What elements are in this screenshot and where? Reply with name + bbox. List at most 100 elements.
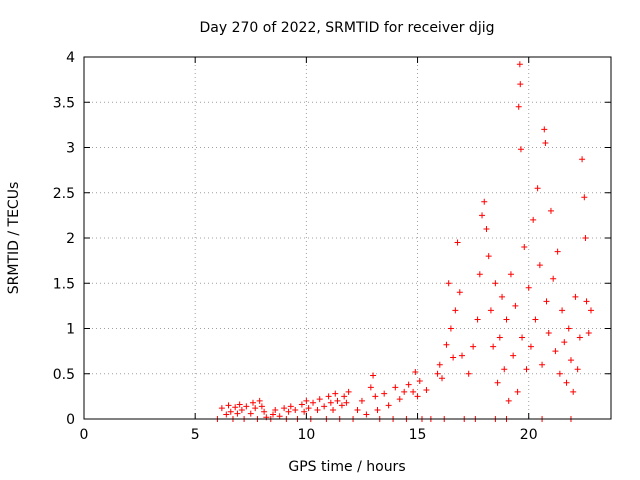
data-point — [252, 405, 259, 412]
data-point — [582, 235, 589, 241]
data-point — [583, 298, 590, 305]
data-point — [447, 325, 454, 332]
data-point — [547, 207, 554, 214]
y-tick-label: 0.5 — [53, 367, 75, 383]
data-point — [423, 387, 430, 394]
data-point — [517, 146, 524, 153]
data-point — [234, 410, 241, 417]
data-point — [249, 399, 256, 406]
data-point — [392, 384, 399, 391]
data-point — [515, 103, 522, 110]
x-tick-label: 20 — [520, 427, 538, 443]
data-point — [236, 401, 243, 408]
data-point — [514, 388, 521, 395]
data-point — [476, 271, 483, 278]
data-point — [479, 212, 486, 219]
data-point — [256, 397, 263, 404]
data-point — [501, 366, 508, 373]
data-point — [358, 397, 365, 404]
data-point — [385, 402, 392, 409]
data-point — [316, 396, 323, 403]
data-point — [452, 307, 459, 314]
data-points — [214, 61, 594, 422]
data-point — [341, 393, 348, 400]
data-point — [576, 334, 583, 341]
x-tick-label: 10 — [297, 427, 315, 443]
data-point — [563, 379, 570, 386]
y-tick-label: 0 — [66, 412, 75, 428]
data-point — [243, 403, 250, 410]
data-point — [527, 343, 534, 350]
data-point — [414, 393, 421, 400]
data-point — [303, 397, 310, 404]
data-point — [238, 406, 245, 413]
data-point — [470, 343, 477, 350]
y-axis-label: SRMTID / TECUs — [6, 182, 22, 295]
data-point — [574, 366, 581, 373]
data-point — [550, 275, 557, 282]
data-point — [465, 370, 472, 377]
data-point — [561, 339, 568, 346]
data-point — [332, 390, 339, 397]
data-point — [581, 194, 588, 201]
data-point — [450, 354, 457, 361]
x-axis-label: GPS time / hours — [288, 459, 405, 475]
data-point — [343, 399, 350, 406]
data-point — [565, 325, 572, 332]
data-point — [401, 388, 408, 395]
data-point — [559, 307, 566, 314]
data-point — [338, 402, 345, 409]
data-point — [517, 81, 524, 88]
data-point — [345, 388, 352, 395]
data-point — [334, 397, 341, 404]
data-point — [507, 271, 514, 278]
data-point — [258, 403, 265, 410]
data-point — [327, 399, 334, 406]
data-point — [281, 405, 288, 412]
plot-frame — [83, 56, 612, 420]
chart-title: Day 270 of 2022, SRMTID for receiver dji… — [200, 20, 495, 36]
x-tick-label: 5 — [191, 427, 200, 443]
data-point — [554, 248, 561, 255]
data-point — [545, 330, 552, 337]
data-point — [301, 408, 308, 415]
data-point — [325, 393, 332, 400]
data-point — [287, 403, 294, 410]
y-tick-label: 3 — [66, 141, 75, 157]
x-tick-label: 15 — [409, 427, 427, 443]
data-point — [519, 334, 526, 341]
data-point — [434, 370, 441, 377]
data-point — [436, 361, 443, 368]
data-point — [525, 284, 532, 291]
data-point — [579, 156, 586, 163]
data-point — [490, 343, 497, 350]
y-tick-label: 2 — [66, 231, 75, 247]
data-point — [272, 406, 279, 413]
data-point — [405, 381, 412, 388]
data-point — [445, 280, 452, 287]
data-point — [227, 408, 234, 415]
data-point — [543, 298, 550, 305]
data-point — [443, 341, 450, 348]
data-point — [510, 352, 517, 359]
data-point — [530, 216, 537, 223]
data-point — [570, 388, 577, 395]
data-point — [298, 401, 305, 408]
data-point — [363, 411, 370, 418]
data-point — [521, 244, 528, 251]
axis-ticks: 0 5 10 15 20 0 0.5 1 1.5 2 2.5 3 3.5 4 — [53, 50, 611, 443]
data-point — [456, 289, 463, 296]
data-point — [223, 411, 230, 418]
y-tick-label: 4 — [66, 50, 75, 66]
data-point — [374, 406, 381, 413]
data-point — [499, 293, 506, 300]
data-point — [556, 370, 563, 377]
data-point — [516, 61, 523, 68]
data-point — [370, 372, 377, 379]
data-point — [572, 293, 579, 300]
data-point — [494, 379, 501, 386]
data-point — [410, 388, 417, 395]
data-point — [541, 126, 548, 133]
data-point — [372, 393, 379, 400]
